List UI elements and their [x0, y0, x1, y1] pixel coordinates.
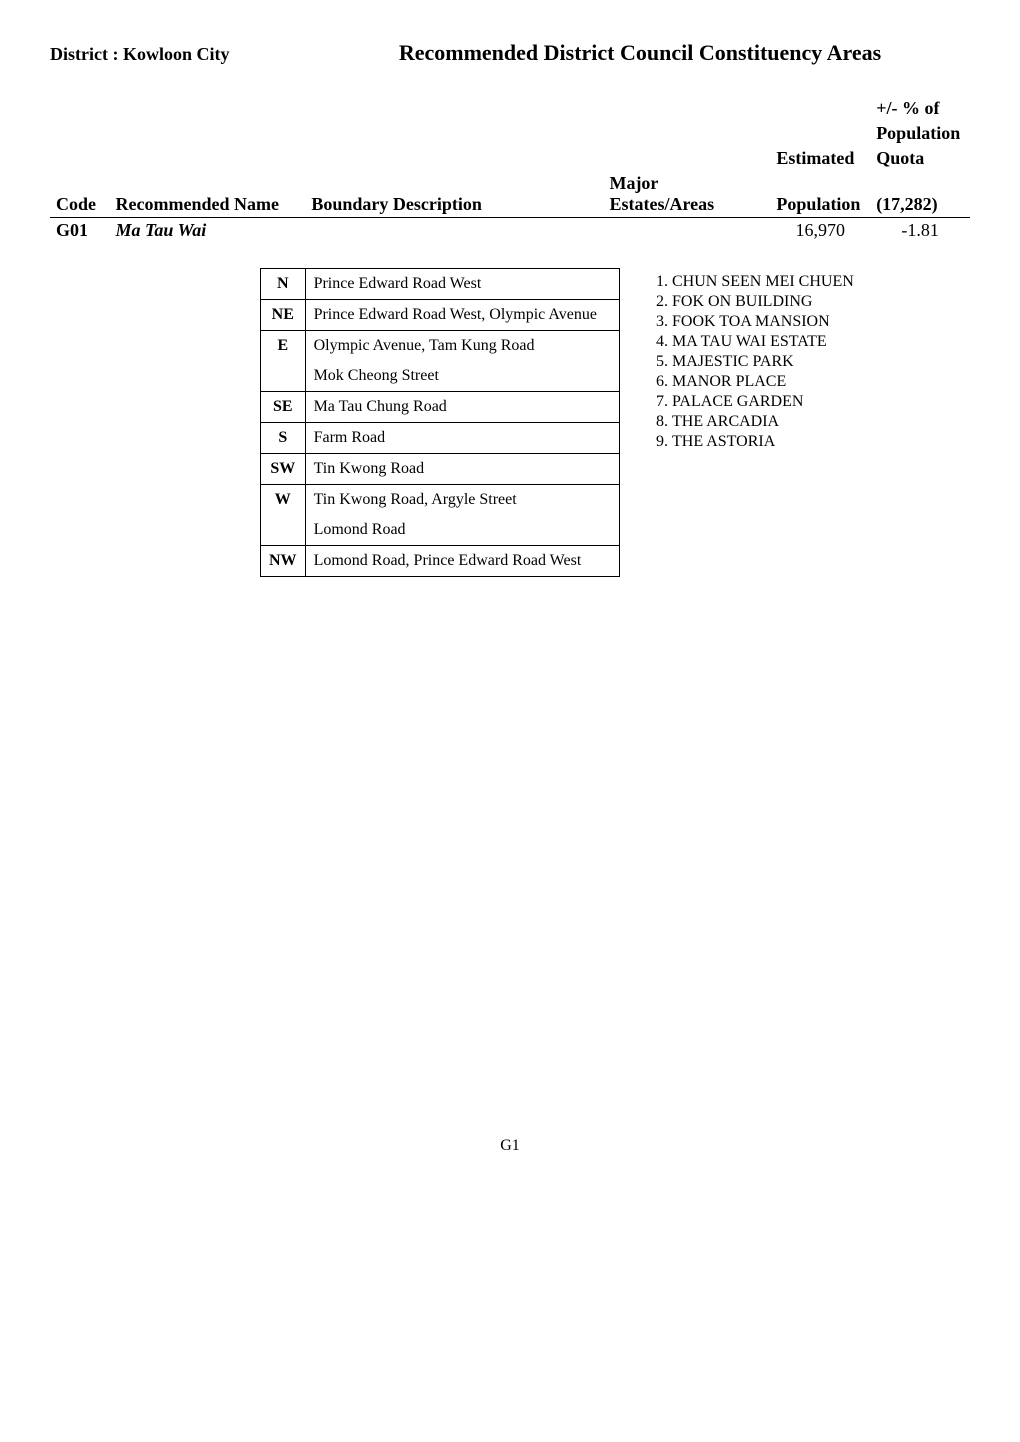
- estates-list-wrap: CHUN SEEN MEI CHUENFOK ON BUILDINGFOOK T…: [650, 268, 854, 577]
- hdr-pct-2: Population: [870, 121, 970, 146]
- list-item: MANOR PLACE: [672, 372, 854, 392]
- boundary-desc: Mok Cheong Street: [305, 361, 619, 392]
- list-item: THE ASTORIA: [672, 432, 854, 452]
- boundary-dir: E: [261, 331, 306, 392]
- boundary-desc: Tin Kwong Road: [305, 454, 619, 485]
- row-pct: -1.81: [870, 218, 970, 244]
- hdr-boundary: Boundary Description: [305, 171, 603, 218]
- boundary-desc: Lomond Road, Prince Edward Road West: [305, 546, 619, 577]
- boundary-dir: NE: [261, 300, 306, 331]
- list-item: PALACE GARDEN: [672, 392, 854, 412]
- hdr-name: Recommended Name: [110, 171, 306, 218]
- page-title: Recommended District Council Constituenc…: [310, 40, 970, 66]
- hdr-estates: Major Estates/Areas: [603, 171, 770, 218]
- hdr-pct-4: (17,282): [870, 171, 970, 218]
- boundary-dir: NW: [261, 546, 306, 577]
- list-item: THE ARCADIA: [672, 412, 854, 432]
- page-number: G1: [50, 1137, 970, 1155]
- row-name: Ma Tau Wai: [110, 218, 306, 244]
- boundary-desc: Prince Edward Road West, Olympic Avenue: [305, 300, 619, 331]
- list-item: CHUN SEEN MEI CHUEN: [672, 272, 854, 292]
- boundary-dir: SW: [261, 454, 306, 485]
- row-code: G01: [50, 218, 110, 244]
- header-table: +/- % of Population Estimated Quota Code…: [50, 96, 970, 243]
- list-item: FOOK TOA MANSION: [672, 312, 854, 332]
- boundary-table: NPrince Edward Road WestNEPrince Edward …: [260, 268, 620, 577]
- list-item: MAJESTIC PARK: [672, 352, 854, 372]
- hdr-pct-3: Quota: [870, 146, 970, 171]
- hdr-pct-1: +/- % of: [870, 96, 970, 121]
- hdr-estpop-2: Population: [770, 171, 870, 218]
- hdr-code: Code: [50, 171, 110, 218]
- boundary-desc: Farm Road: [305, 423, 619, 454]
- list-item: FOK ON BUILDING: [672, 292, 854, 312]
- boundary-desc: Ma Tau Chung Road: [305, 392, 619, 423]
- boundary-dir: SE: [261, 392, 306, 423]
- boundary-dir: W: [261, 485, 306, 546]
- boundary-dir: N: [261, 269, 306, 300]
- list-item: MA TAU WAI ESTATE: [672, 332, 854, 352]
- boundary-dir: S: [261, 423, 306, 454]
- boundary-desc: Prince Edward Road West: [305, 269, 619, 300]
- hdr-estpop-1: Estimated: [770, 146, 870, 171]
- district-label: District : Kowloon City: [50, 44, 310, 65]
- estates-list: CHUN SEEN MEI CHUENFOK ON BUILDINGFOOK T…: [650, 272, 854, 452]
- boundary-desc: Olympic Avenue, Tam Kung Road: [305, 331, 619, 362]
- row-est-pop: 16,970: [770, 218, 870, 244]
- boundary-desc: Lomond Road: [305, 515, 619, 546]
- boundary-desc: Tin Kwong Road, Argyle Street: [305, 485, 619, 516]
